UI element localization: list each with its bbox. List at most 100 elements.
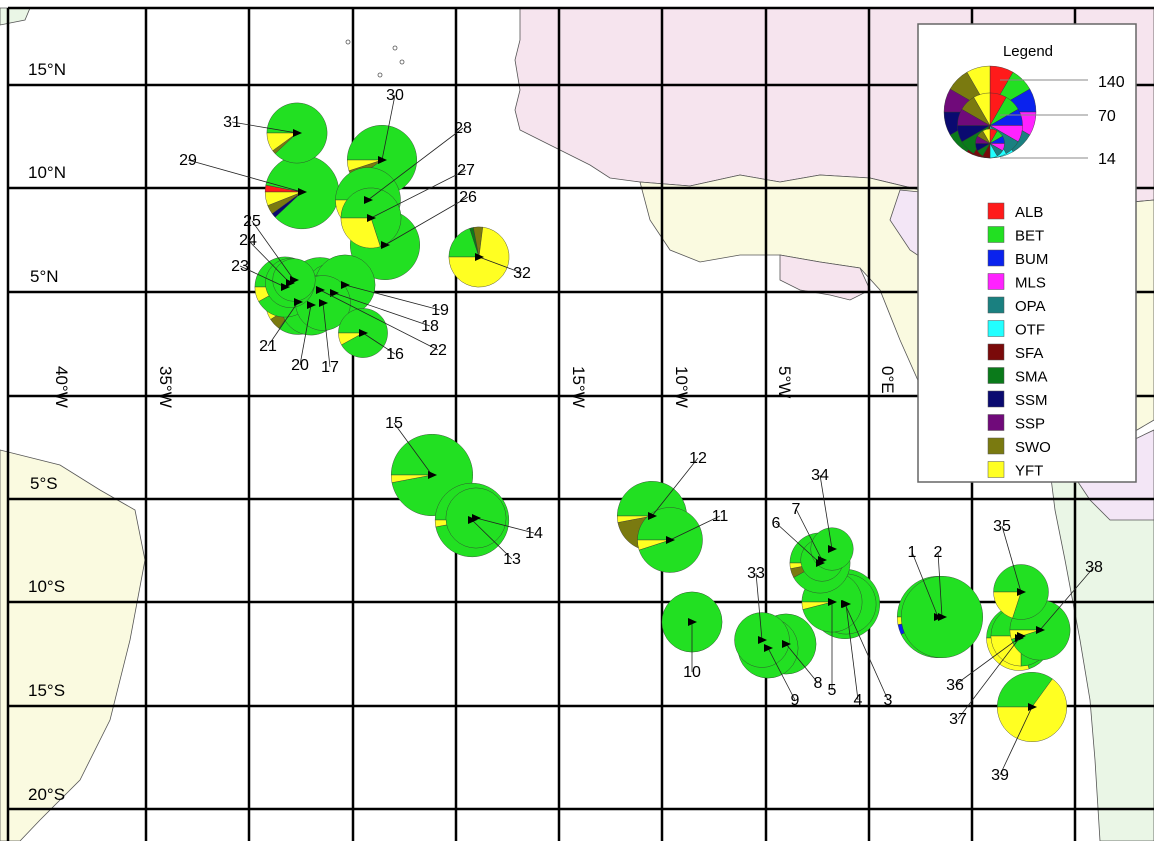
- site-label-15: 15: [385, 415, 403, 432]
- leader-line-24: [247, 239, 291, 284]
- site-marker-16: [359, 329, 368, 337]
- legend-species-list: ALB BET BUM MLS OPA OTF SFA SMA SSM SSP SWO YFT: [987, 202, 1051, 480]
- legend-swatch-alb: [987, 202, 1005, 220]
- island-cape-verde-4: [377, 72, 383, 78]
- leader-line-39: [999, 706, 1033, 776]
- site-marker-10: [688, 618, 697, 626]
- site-marker-19: [341, 281, 350, 289]
- site-label-21: 21: [259, 338, 277, 355]
- legend-size-pies: [943, 65, 1037, 159]
- site-label-39: 39: [991, 767, 1009, 784]
- pie-slice-35-yft: [993, 591, 1022, 619]
- site-marker-39: [1028, 703, 1037, 711]
- site-label-25: 25: [243, 213, 261, 230]
- lat-label-10s: 10°S: [28, 577, 65, 596]
- site-marker-8: [782, 640, 791, 648]
- site-marker-15: [428, 471, 437, 479]
- lon-label-35w: 35°W: [156, 366, 175, 408]
- site-marker-38: [1036, 626, 1045, 634]
- site-label-30: 30: [386, 87, 404, 104]
- pie-slice-32-bet: [448, 228, 480, 258]
- site-label-28: 28: [454, 120, 472, 137]
- leader-line-29: [187, 159, 303, 193]
- site-label-35: 35: [993, 518, 1011, 535]
- pie-slice-39-bet: [997, 672, 1053, 708]
- legend-label-ssm: SSM: [1015, 392, 1048, 409]
- site-marker-18: [330, 289, 339, 297]
- legend-label-otf: OTF: [1015, 322, 1045, 339]
- site-marker-37: [1017, 632, 1026, 640]
- site-marker-33: [758, 636, 767, 644]
- leader-line-38: [1039, 566, 1095, 631]
- legend-swatch-mls: [987, 273, 1005, 290]
- pie-slice-15-yft: [391, 474, 433, 483]
- site-label-8: 8: [814, 675, 823, 692]
- site-marker-35: [1017, 588, 1026, 596]
- leader-line-2: [937, 551, 943, 618]
- site-label-31: 31: [223, 114, 241, 131]
- site-label-36: 36: [946, 677, 964, 694]
- legend-swatch-swo: [987, 437, 1005, 455]
- lon-label-15w: 15°W: [569, 366, 588, 408]
- site-label-13: 13: [503, 551, 521, 568]
- site-label-9: 9: [791, 692, 800, 709]
- legend-label-ssp: SSP: [1015, 416, 1045, 433]
- site-marker-28: [364, 196, 373, 204]
- lat-label-10n: 10°N: [28, 163, 66, 182]
- site-label-17: 17: [321, 359, 339, 376]
- legend-title: Legend: [1003, 43, 1053, 60]
- island-cape-verde-3: [399, 59, 405, 65]
- leader-line-8: [785, 643, 819, 684]
- lat-label-5n: 5°N: [30, 267, 59, 286]
- site-label-38: 38: [1085, 559, 1103, 576]
- site-label-1: 1: [908, 544, 917, 561]
- site-marker-30: [378, 156, 387, 164]
- leader-line-33: [755, 572, 763, 641]
- leader-line-28: [367, 127, 464, 201]
- site-label-5: 5: [828, 682, 837, 699]
- site-marker-5: [828, 598, 837, 606]
- legend-size-14: 14: [1098, 151, 1116, 168]
- site-label-22: 22: [429, 342, 447, 359]
- leader-line-14: [475, 517, 535, 534]
- legend-swatch-opa: [987, 296, 1005, 314]
- site-label-4: 4: [854, 692, 863, 709]
- leader-line-3: [844, 603, 889, 701]
- leader-line-37: [957, 635, 1022, 720]
- site-label-19: 19: [431, 302, 449, 319]
- legend-label-mls: MLS: [1015, 275, 1046, 292]
- legend-label-bet: BET: [1015, 228, 1044, 245]
- lon-label-40w: 40°W: [52, 366, 71, 408]
- site-marker-4: [842, 600, 851, 608]
- legend-size-pie-14: [975, 128, 1005, 159]
- pie-slice-39-yft: [997, 678, 1067, 742]
- lon-label-5w: 5°W: [775, 366, 794, 398]
- island-cape-verde-1: [345, 39, 351, 45]
- pie-slice-5-yft: [801, 601, 833, 610]
- leader-line-34: [819, 474, 833, 550]
- legend-swatch-bum: [987, 249, 1005, 267]
- site-label-20: 20: [291, 357, 309, 374]
- site-marker-21: [294, 298, 303, 306]
- lat-label-15s: 15°S: [28, 681, 65, 700]
- leader-line-17: [322, 302, 331, 368]
- island-cape-verde-2: [392, 45, 398, 51]
- site-label-26: 26: [459, 189, 477, 206]
- pie-slice-30-yft: [347, 159, 383, 171]
- leader-line-18: [333, 292, 431, 327]
- legend-swatch-bet: [987, 226, 1005, 243]
- leader-line-4: [845, 603, 859, 701]
- leader-line-27: [370, 169, 467, 219]
- legend-label-bum: BUM: [1015, 251, 1048, 268]
- pie-slice-11-yft: [637, 539, 671, 551]
- lat-label-20s: 20°S: [28, 785, 65, 804]
- legend-pie-slice-14-yft: [982, 128, 991, 145]
- site-marker-22: [316, 286, 325, 294]
- site-marker-23: [281, 283, 290, 291]
- legend-swatch-sfa: [987, 343, 1005, 361]
- site-marker-34: [828, 545, 837, 553]
- site-label-3: 3: [884, 692, 893, 709]
- site-marker-2: [938, 613, 947, 621]
- pie-slice-16-yft: [338, 332, 364, 346]
